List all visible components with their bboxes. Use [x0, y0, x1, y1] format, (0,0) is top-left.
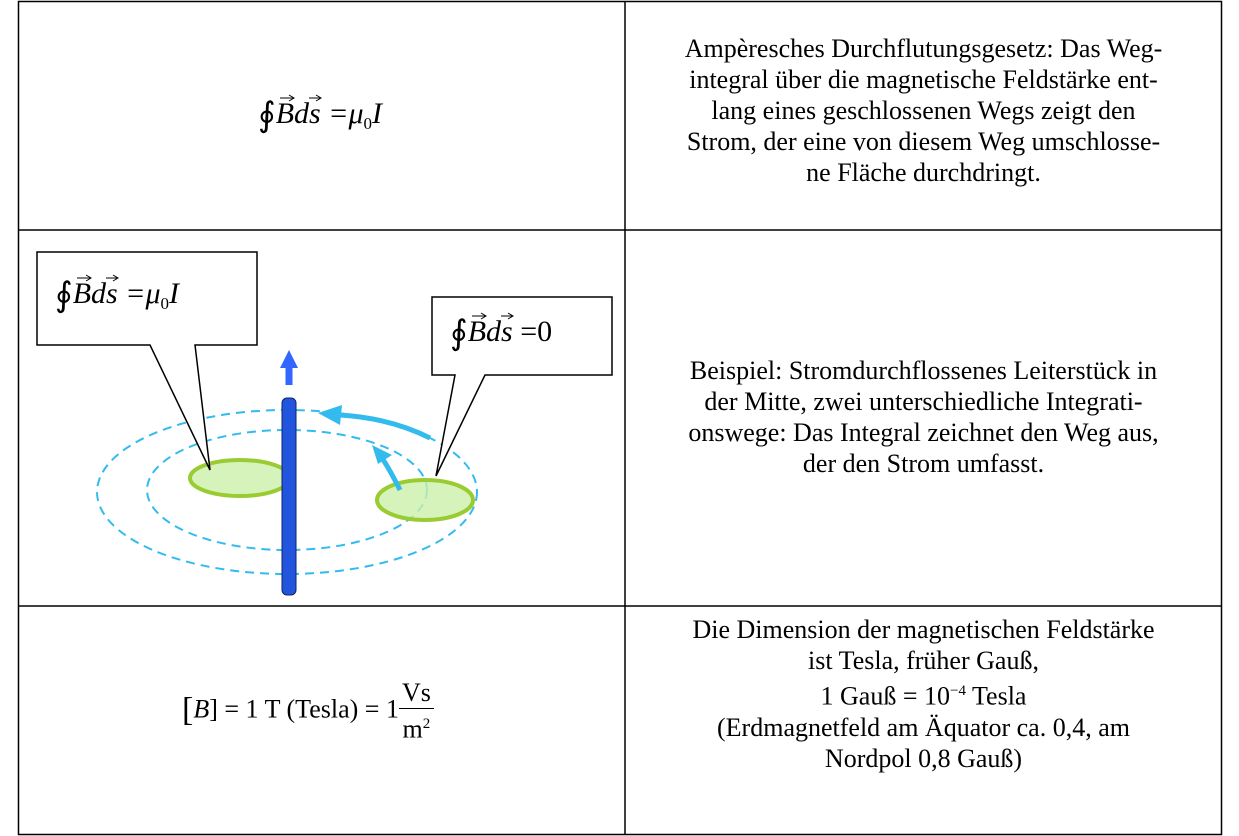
description: Beispiel: Stromdurchflossenes Leiterstüc… [627, 355, 1220, 479]
field: B [467, 312, 487, 349]
field-arrow [339, 412, 432, 441]
area-right [375, 478, 475, 522]
vector-arrow [471, 312, 487, 320]
current: I [169, 277, 180, 310]
vector-arrow [76, 274, 92, 282]
text-line: onswege: Das Integral zeichnet den Weg a… [688, 418, 1159, 447]
text-line: der den Strom umfasst. [802, 449, 1045, 478]
integral: ∮ [55, 277, 73, 314]
path: ds [91, 274, 120, 311]
exponent: 2 [422, 716, 431, 732]
conductor [281, 397, 297, 596]
description: Ampèresches Durchflutungsgesetz: Das Weg… [627, 33, 1220, 188]
relation: =0 [520, 315, 553, 348]
vector-arrow [501, 312, 515, 320]
path-symbol: ds [486, 315, 513, 348]
text-line: Strom, der eine von diesem Weg umschloss… [686, 127, 1161, 156]
denominator: m [402, 714, 423, 744]
text-line: Die Dimension der magnetischen Feldstärk… [692, 615, 1155, 644]
table-border [17, 0, 1223, 836]
index: 0 [160, 294, 170, 313]
field-symbol: B [467, 315, 487, 348]
text-line: Nordpol 0,8 Gauß) [824, 743, 1023, 773]
bracket: [ [182, 691, 194, 729]
numerator: Vs [398, 678, 434, 709]
relation: =μ [328, 97, 364, 130]
formula: ∮B ds =μ0I [258, 94, 383, 135]
field: B [275, 94, 295, 131]
diagram [36, 251, 613, 596]
path-symbol: ds [294, 97, 321, 130]
current: I [372, 97, 383, 130]
field: B [193, 694, 210, 724]
formula: ∮B ds =0 [450, 312, 553, 353]
formula: ∮B ds =μ0I [55, 274, 180, 315]
path: ds [294, 94, 323, 131]
text-line: ist Tesla, früher Gauß, [808, 646, 1039, 675]
field-arrow-head [372, 445, 392, 464]
relation: =μ [125, 277, 161, 310]
path-symbol: ds [91, 277, 118, 310]
text-line: ne Fläche durchdringt. [806, 158, 1041, 187]
gauss-after: Tesla [965, 681, 1027, 711]
vector-arrow [106, 274, 120, 282]
field-symbol: B [72, 277, 92, 310]
callout-left [36, 251, 258, 471]
callout-right [431, 296, 613, 477]
gauss-exponent: −4 [949, 683, 966, 699]
text-line: (Erdmagnetfeld am Äquator ca. 0,4, am [717, 712, 1130, 742]
gauss-before: 1 Gauß = 10 [820, 681, 950, 711]
text-line: lang eines geschlossenen Wegs zeigt den [711, 96, 1136, 125]
index: 0 [363, 114, 373, 133]
area-left [188, 458, 292, 498]
text-line: der Mitte, zwei unterschiedliche Integra… [704, 387, 1143, 416]
integral: ∮ [258, 97, 276, 134]
formula: [B] = 1 T (Tesla) = 1 Vs m2 [182, 678, 434, 745]
text-line: Beispiel: Stromdurchflossenes Leiterstüc… [689, 356, 1158, 385]
vector-arrow [279, 94, 295, 102]
text-line: Ampèresches Durchflutungsgesetz: Das Weg… [684, 34, 1163, 63]
path: ds [486, 312, 515, 349]
field-symbol: B [275, 97, 295, 130]
description: Die Dimension der magnetischen Feldstärk… [627, 614, 1220, 774]
unit-equation: ] = 1 T (Tesla) = 1 [209, 694, 399, 724]
vector-arrow [309, 94, 323, 102]
text-line: 1 Gauß = 10−4 Tesla [627, 676, 1220, 712]
fraction: Vs m2 [398, 678, 434, 745]
text-line: integral über die magnetische Feldstärke… [689, 65, 1158, 94]
current-arrow-head [280, 350, 298, 368]
integral: ∮ [450, 315, 468, 352]
field-arrow-head [318, 405, 342, 425]
field: B [72, 274, 92, 311]
denominator-group: m2 [399, 709, 434, 745]
